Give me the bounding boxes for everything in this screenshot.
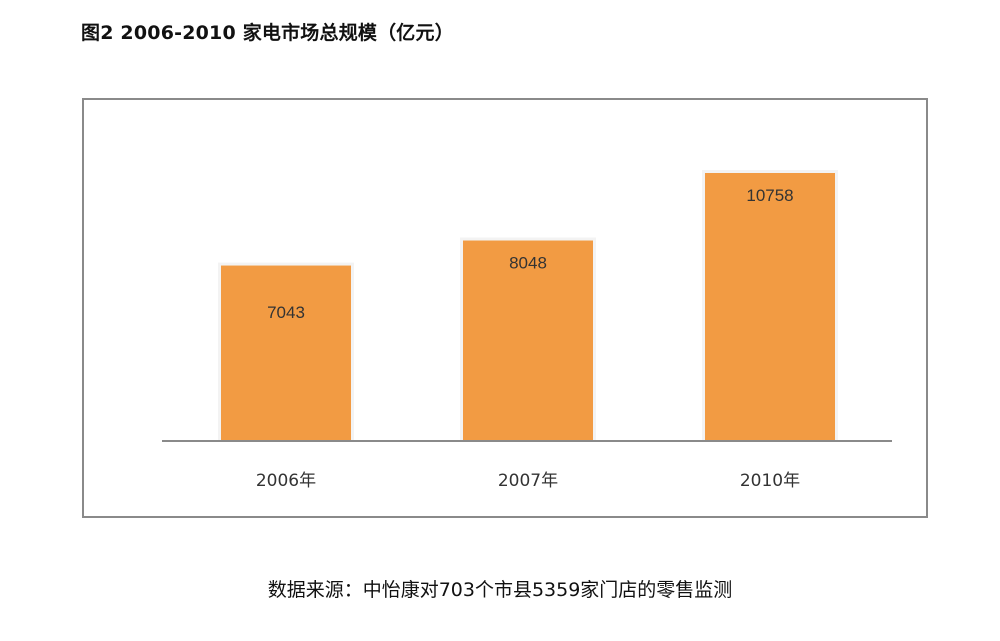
chart-title: 图2 2006-2010 家电市场总规模（亿元） <box>81 22 454 44</box>
bars-group <box>218 170 838 441</box>
labels-group: 7043 2006年 8048 2007年 10758 2010年 <box>256 186 800 491</box>
x-tick-label-1: 2007年 <box>498 471 558 491</box>
bar-2 <box>705 173 835 441</box>
bar-1 <box>463 240 593 441</box>
data-label-1: 8048 <box>509 254 547 273</box>
bar-0 <box>221 265 351 441</box>
data-label-0: 7043 <box>267 303 305 322</box>
bar-chart: 7043 2006年 8048 2007年 10758 2010年 <box>162 170 892 491</box>
data-label-2: 10758 <box>746 186 793 205</box>
data-source-note: 数据来源：中怡康对703个市县5359家门店的零售监测 <box>267 579 733 601</box>
x-tick-label-2: 2010年 <box>740 471 800 491</box>
x-tick-label-0: 2006年 <box>256 471 316 491</box>
